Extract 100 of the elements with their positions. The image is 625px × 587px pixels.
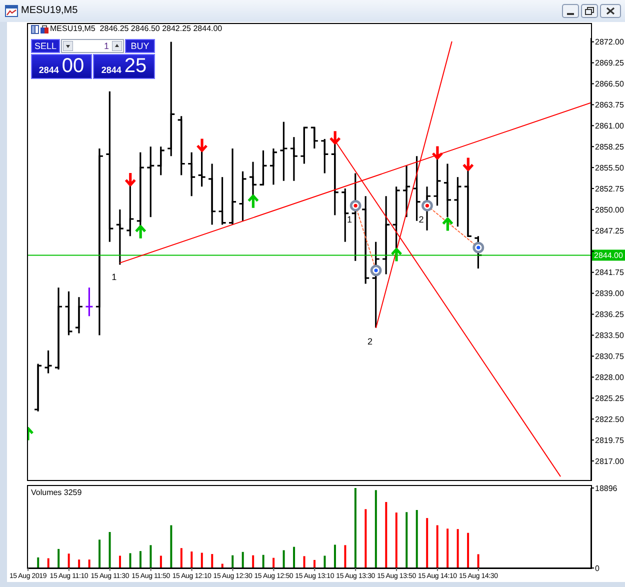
bar (190, 551, 193, 568)
y-tick-label: 2858.25 (595, 142, 624, 152)
bar (344, 545, 346, 568)
bar (354, 488, 356, 568)
point (432, 145, 444, 160)
point (462, 156, 474, 172)
annotation: 2844 (101, 65, 122, 75)
annotation: 00 (62, 55, 84, 77)
point (196, 137, 208, 152)
y-tick-label: 2863.75 (595, 100, 624, 110)
y-tick-label: 2869.25 (595, 58, 624, 68)
candlestick (422, 186, 432, 232)
sell-button: SELL (31, 39, 60, 53)
bar (324, 556, 326, 568)
y-tick-label: 2841.75 (595, 268, 624, 278)
bar (406, 512, 408, 568)
candlestick (372, 241, 380, 328)
y-tick-label: 2839.00 (595, 289, 624, 298)
candlestick (340, 188, 350, 243)
candlestick (279, 121, 288, 182)
candlestick (166, 41, 176, 157)
y-tick-label: 2872.00 (595, 38, 624, 47)
bar (68, 554, 70, 568)
bar (303, 556, 306, 568)
candlestick (310, 126, 319, 150)
candlestick (228, 148, 237, 226)
annotation: 2 (418, 214, 424, 225)
bar (180, 548, 182, 568)
bar (88, 560, 90, 568)
candlestick (95, 148, 104, 336)
chart-subtitle: MESU19,M5 2846.25 2846.50 2842.25 2844.00 (50, 24, 222, 33)
bar (374, 490, 377, 568)
lot-field: 1 (61, 39, 124, 53)
bar (150, 545, 152, 568)
candlestick (382, 195, 390, 276)
candlestick (187, 152, 196, 197)
bar (232, 555, 234, 568)
buy-button: BUY (125, 39, 155, 53)
y-tick-label: 2828.00 (595, 372, 624, 382)
y-tick-label: 2819.75 (595, 436, 624, 445)
y-tick-label: 2850.00 (595, 205, 624, 214)
bar (242, 552, 244, 568)
bar (446, 528, 449, 568)
y-tick-label: 18896 (595, 484, 618, 493)
bar (272, 558, 275, 568)
point (329, 130, 341, 144)
price-box: 2844 00 (31, 54, 92, 79)
bar (160, 556, 162, 568)
y-tick-label: 2833.50 (595, 331, 624, 340)
bar (364, 509, 367, 568)
candlestick (402, 164, 411, 218)
point (124, 172, 136, 186)
annotation: SELL (34, 41, 57, 51)
bar (385, 502, 388, 568)
annotation: 1 (104, 41, 109, 51)
y-tick-label: 2825.25 (595, 394, 624, 403)
bar (416, 510, 418, 568)
candlestick (238, 170, 248, 222)
y-tick-label: 2847.25 (595, 226, 624, 236)
bar (436, 525, 438, 568)
bar (211, 554, 214, 568)
bar (37, 557, 40, 568)
chart-title: Volumes 3259 (31, 488, 82, 497)
bar (282, 550, 285, 568)
bar (139, 551, 142, 568)
bar (47, 558, 50, 568)
bar (200, 552, 203, 568)
bar (170, 525, 172, 568)
candlestick (54, 286, 63, 370)
candlestick (300, 126, 308, 165)
y-tick-label: 2866.50 (595, 80, 624, 89)
annotation: 2 (368, 336, 373, 347)
candlestick (84, 286, 94, 317)
bar (426, 518, 428, 568)
y-tick-label: 2852.75 (595, 184, 624, 194)
bar (119, 556, 122, 568)
y-tick-label: 2830.75 (595, 352, 624, 362)
candlestick (320, 138, 329, 174)
bar (477, 554, 480, 568)
bar (58, 548, 60, 568)
bar (456, 529, 459, 568)
annotation: 25 (124, 55, 147, 77)
candlestick (74, 296, 84, 334)
bar (314, 560, 316, 568)
bar (108, 532, 111, 568)
y-tick-label: 2817.00 (595, 456, 624, 466)
chart-title: MESU19,M5 (21, 5, 78, 16)
bar (293, 546, 296, 568)
candlestick (258, 150, 268, 186)
candlestick (34, 362, 42, 412)
point (247, 194, 259, 210)
point (442, 217, 454, 232)
bar (262, 554, 264, 568)
bar (129, 553, 132, 568)
point (390, 248, 402, 262)
bar (252, 555, 254, 568)
candlestick (290, 136, 298, 182)
candlestick (269, 148, 278, 186)
price-box: 2844 25 (93, 54, 155, 79)
bar (467, 532, 470, 568)
